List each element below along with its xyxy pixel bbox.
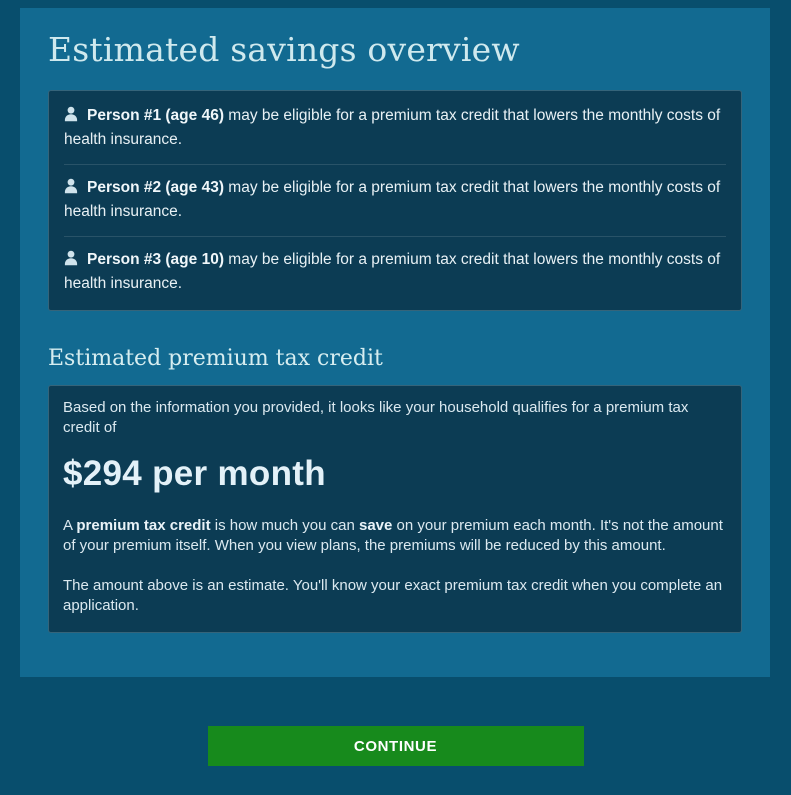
person-icon — [64, 250, 78, 266]
tax-credit-panel: Based on the information you provided, i… — [48, 385, 742, 633]
person-text: may be eligible for a premium tax credit… — [64, 251, 721, 292]
credit-intro: Based on the information you provided, i… — [63, 399, 689, 436]
credit-explanation: A premium tax credit is how much you can… — [63, 516, 727, 556]
person-row-2: Person #2 (age 43) may be eligible for a… — [64, 164, 726, 236]
person-row-3: Person #3 (age 10) may be eligible for a… — [64, 236, 726, 308]
person-icon — [64, 178, 78, 194]
person-text: may be eligible for a premium tax credit… — [64, 179, 721, 220]
credit-amount: $294 per month — [63, 454, 326, 493]
explanation-text: on your premium each month. It's not the… — [63, 517, 723, 554]
person-row-1: Person #1 (age 46) may be eligible for a… — [64, 93, 726, 164]
page-title: Estimated savings overview — [48, 30, 520, 69]
person-name: Person #1 (age 46) — [87, 107, 224, 124]
explanation-bold: save — [358, 517, 393, 534]
eligibility-panel: Person #1 (age 46) may be eligible for a… — [48, 90, 742, 311]
explanation-text: is how much you can — [210, 517, 359, 534]
person-name: Person #2 (age 43) — [87, 179, 224, 196]
main-panel: Estimated savings overview Person #1 (ag… — [20, 8, 770, 677]
person-name: Person #3 (age 10) — [87, 251, 224, 268]
person-icon — [64, 106, 78, 122]
explanation-bold: premium tax credit — [76, 517, 211, 534]
credit-note: The amount above is an estimate. You'll … — [63, 577, 723, 614]
continue-button[interactable]: CONTINUE — [207, 726, 584, 766]
person-text: may be eligible for a premium tax credit… — [64, 107, 721, 148]
explanation-text: A — [63, 517, 77, 534]
tax-credit-heading: Estimated premium tax credit — [48, 346, 383, 371]
